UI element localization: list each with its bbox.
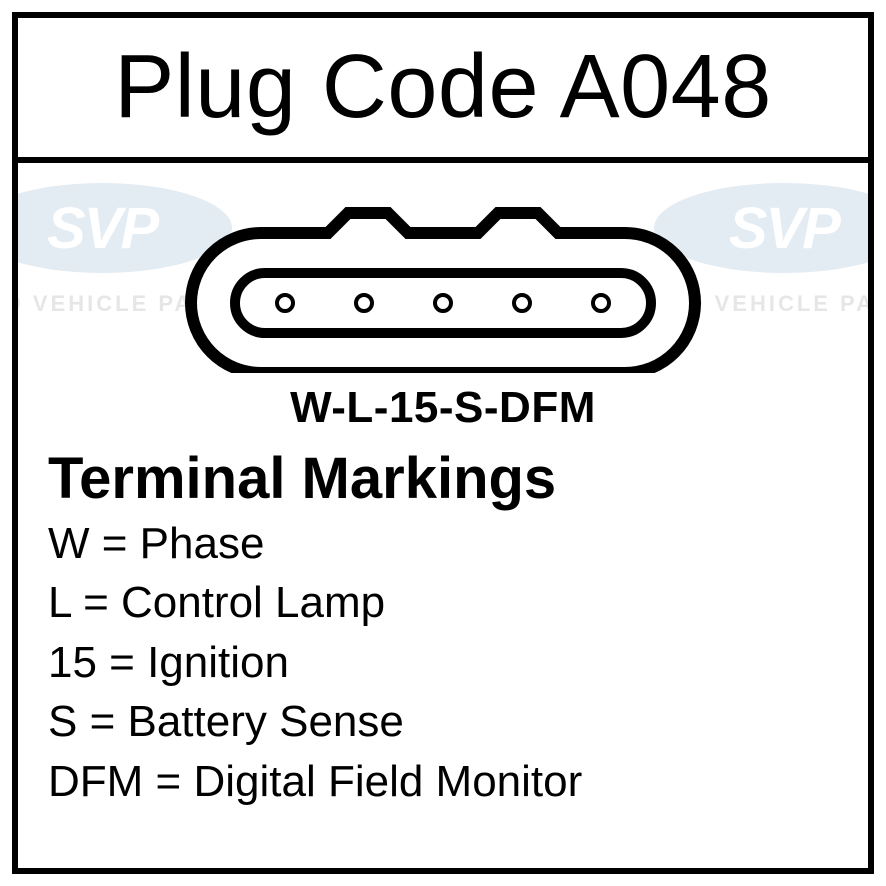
marking-line: L = Control Lamp xyxy=(48,573,838,632)
pin-3 xyxy=(435,295,451,311)
body-section: SVP SINO VEHICLE PARTS SVP SINO VEHICLE … xyxy=(18,163,868,862)
diagram-frame: Plug Code A048 SVP SINO VEHICLE PARTS SV… xyxy=(12,12,874,874)
pin-2 xyxy=(356,295,372,311)
pin-1 xyxy=(277,295,293,311)
connector-svg xyxy=(173,198,713,373)
marking-line: 15 = Ignition xyxy=(48,633,838,692)
marking-line: DFM = Digital Field Monitor xyxy=(48,752,838,811)
pin-order-label: W-L-15-S-DFM xyxy=(48,383,838,433)
markings-heading: Terminal Markings xyxy=(48,445,838,512)
marking-line: W = Phase xyxy=(48,514,838,573)
markings-list: W = PhaseL = Control Lamp15 = IgnitionS … xyxy=(48,514,838,811)
plug-code-title: Plug Code A048 xyxy=(114,36,772,139)
title-row: Plug Code A048 xyxy=(18,18,868,163)
terminal-markings: Terminal Markings W = PhaseL = Control L… xyxy=(48,445,838,811)
marking-line: S = Battery Sense xyxy=(48,692,838,751)
pin-4 xyxy=(514,295,530,311)
pin-5 xyxy=(593,295,609,311)
connector-diagram xyxy=(173,198,713,373)
